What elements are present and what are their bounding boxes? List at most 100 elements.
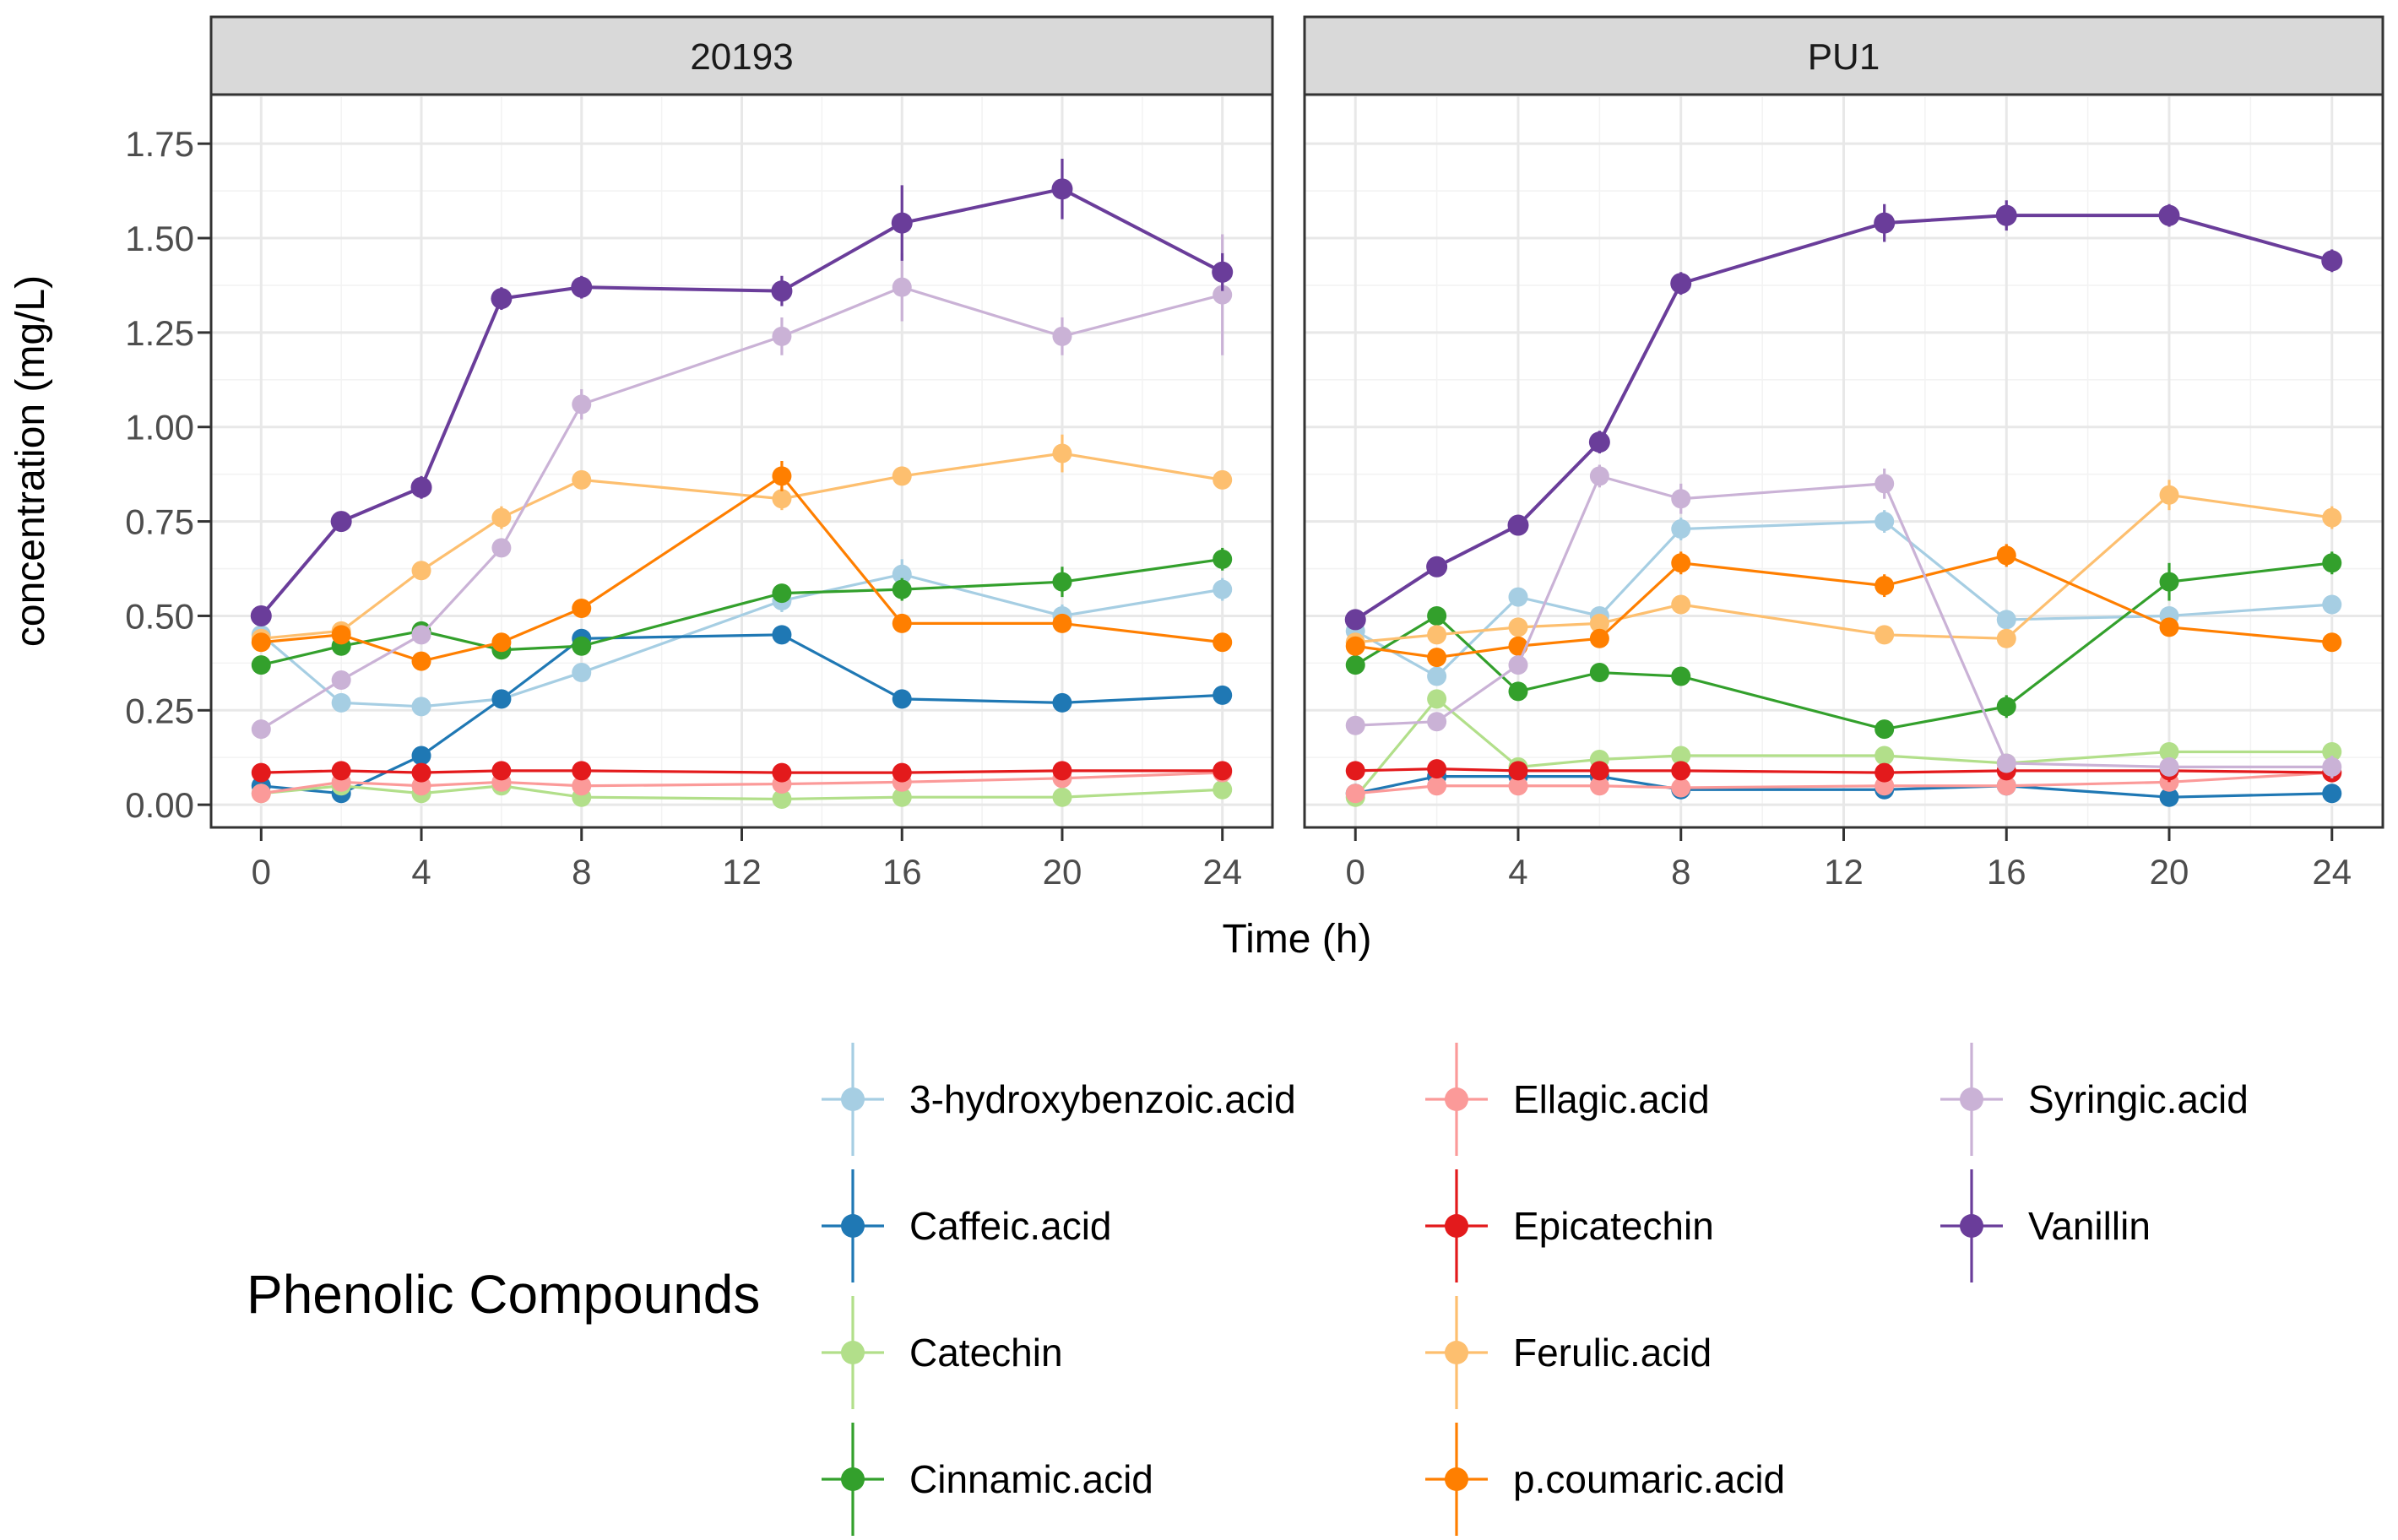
data-point <box>1345 715 1365 735</box>
data-point <box>1508 655 1528 675</box>
panels-layer: 20193 0 4 8 12 16 20 24 0.00 0.25 0.50 0.75 1.00 1.25… <box>125 15 2384 892</box>
data-point <box>1507 514 1529 536</box>
series-p.coumaric.acid <box>1345 544 2342 668</box>
data-point <box>1427 776 1447 796</box>
data-point <box>491 507 512 528</box>
data-point <box>2322 594 2342 615</box>
data-point <box>1212 261 1234 283</box>
data-point <box>2322 632 2342 653</box>
data-point <box>2158 204 2180 226</box>
data-point <box>1427 648 1447 668</box>
data-point <box>571 276 593 298</box>
data-point <box>1874 474 1895 494</box>
data-point <box>1345 636 1365 656</box>
data-point <box>1213 469 1233 490</box>
legend-key-pointrange-icon <box>1425 1043 1488 1156</box>
facet-strip-label: PU1 <box>1808 36 1880 78</box>
legend-item-Caffeic.acid: Caffeic.acid <box>806 1163 1296 1289</box>
legend-label: Ferulic.acid <box>1513 1331 1712 1375</box>
data-point <box>411 561 431 581</box>
data-point <box>1670 273 1692 295</box>
data-point <box>2322 784 2342 804</box>
legend-key-pointrange-icon <box>1425 1169 1488 1282</box>
data-point <box>251 762 271 783</box>
data-point <box>1671 778 1691 798</box>
y-axis-title: concentration (mg/L) <box>8 275 53 647</box>
data-point <box>2159 787 2179 807</box>
data-point <box>892 466 912 486</box>
data-point <box>1508 776 1528 796</box>
data-point <box>1344 609 1366 631</box>
data-point <box>411 625 431 645</box>
data-point <box>1213 632 1233 653</box>
y-tick-label: 1.50 <box>125 219 194 258</box>
data-point <box>2159 742 2179 762</box>
legend-label: Epicatechin <box>1513 1204 1714 1248</box>
legend-title: Phenolic Compounds <box>247 1264 761 1325</box>
data-point <box>2322 507 2342 528</box>
x-tick-label: 8 <box>572 852 591 892</box>
series-Cinnamic.acid <box>251 547 1233 675</box>
data-point <box>1508 617 1528 637</box>
legend-item-Ellagic.acid: Ellagic.acid <box>1410 1036 1785 1163</box>
data-point <box>491 288 513 310</box>
legend-item-Catechin: Catechin <box>806 1289 1296 1416</box>
x-tick-label: 24 <box>1202 852 1242 892</box>
x-tick-label: 4 <box>1508 852 1527 892</box>
legend-item-3-hydroxybenzoic.acid: 3-hydroxybenzoic.acid <box>806 1036 1296 1163</box>
data-point <box>1427 605 1447 626</box>
data-point <box>1052 443 1072 464</box>
data-point <box>1052 761 1072 781</box>
faceted-line-chart: 20193 0 4 8 12 16 20 24 0.00 0.25 0.50 0.75 1.00 1.25… <box>8 15 2384 962</box>
data-point <box>891 212 913 234</box>
data-point <box>411 697 431 717</box>
data-point <box>1589 628 1609 648</box>
data-point <box>1589 663 1609 683</box>
series-Epicatechin <box>251 761 1233 783</box>
data-point <box>772 466 792 486</box>
data-point <box>1671 666 1691 686</box>
data-point <box>1874 746 1895 766</box>
data-point <box>572 598 592 618</box>
data-point <box>1508 761 1528 781</box>
series-Syringic.acid <box>1345 464 2342 778</box>
data-point <box>331 692 351 713</box>
data-point <box>330 511 352 533</box>
data-point <box>1671 761 1691 781</box>
data-point <box>250 605 272 626</box>
data-point <box>2159 485 2179 505</box>
legend-label: Cinnamic.acid <box>909 1457 1153 1501</box>
y-tick-label: 0.00 <box>125 785 194 825</box>
series-Vanillin <box>1344 200 2343 631</box>
data-point <box>1427 759 1447 779</box>
series-p.coumaric.acid <box>251 461 1233 671</box>
legend-item-p.coumaric.acid: p.coumaric.acid <box>1410 1416 1785 1540</box>
data-point <box>491 538 512 558</box>
data-point <box>572 761 592 781</box>
x-tick-label: 12 <box>1824 852 1864 892</box>
data-point <box>1874 512 1895 532</box>
data-point <box>1589 761 1609 781</box>
data-point <box>1874 212 1896 234</box>
data-point <box>331 670 351 691</box>
data-point <box>411 651 431 671</box>
data-point <box>1874 625 1895 645</box>
data-point <box>491 632 512 653</box>
data-point <box>772 762 792 783</box>
data-point <box>1671 594 1691 615</box>
x-tick-label: 8 <box>1671 852 1690 892</box>
legend-label: 3-hydroxybenzoic.acid <box>909 1077 1296 1121</box>
legend-item-Epicatechin: Epicatechin <box>1410 1163 1785 1289</box>
data-point <box>2322 553 2342 573</box>
data-point <box>1508 681 1528 702</box>
data-point <box>1427 689 1447 709</box>
x-tick-label: 20 <box>1043 852 1082 892</box>
data-point <box>1874 762 1895 783</box>
facet-panel-20193: 20193 0 4 8 12 16 20 24 0.00 0.25 0.50 0.75 1.00 1.25… <box>125 15 1274 892</box>
data-point <box>772 326 792 346</box>
legend-key-pointrange-icon <box>1425 1423 1488 1536</box>
data-point <box>1996 545 2016 566</box>
legend-key-pointrange-icon <box>1940 1043 2003 1156</box>
legend-key-pointrange-icon <box>1940 1169 2003 1282</box>
